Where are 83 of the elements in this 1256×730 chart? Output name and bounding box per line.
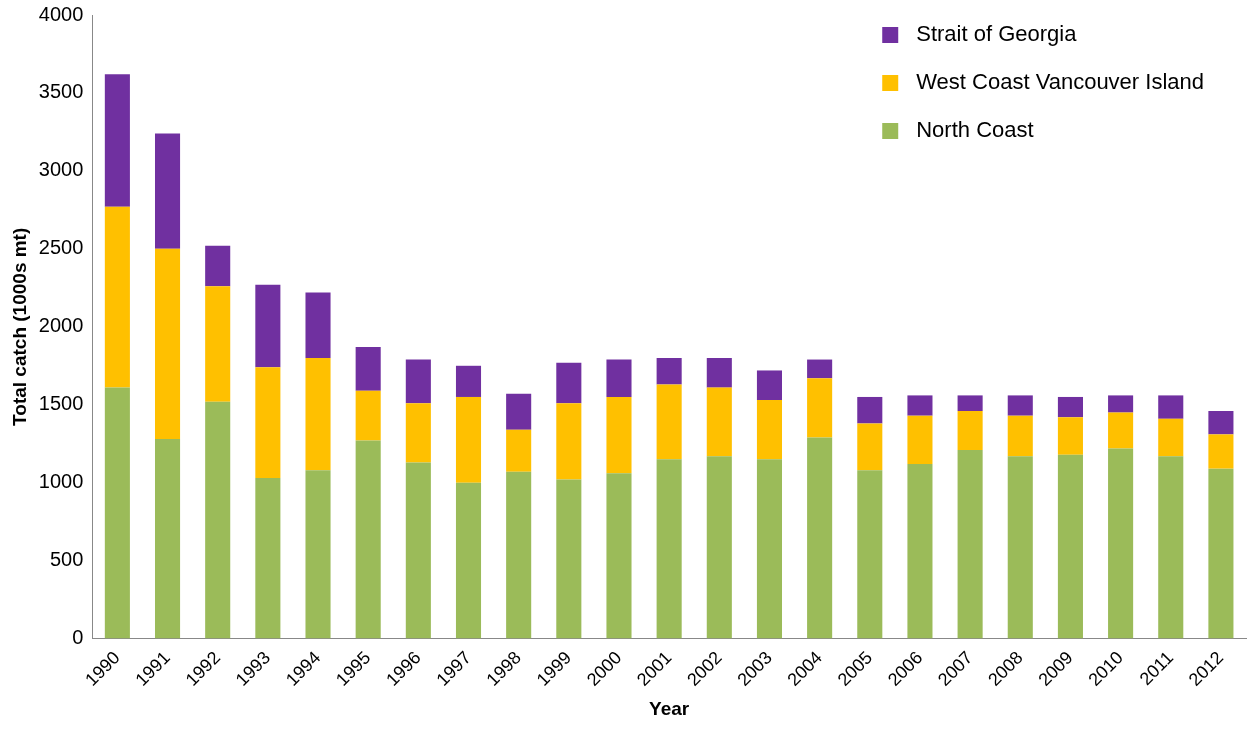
- bar: [606, 359, 632, 397]
- bar: [205, 401, 231, 639]
- bar: [255, 284, 281, 368]
- bar: [556, 479, 582, 639]
- bar: [1208, 410, 1234, 435]
- bar: [1158, 456, 1184, 639]
- bar: [957, 395, 983, 411]
- bar: [1108, 395, 1134, 413]
- bar: [355, 440, 381, 639]
- bar: [1007, 395, 1033, 416]
- bar: [606, 396, 632, 474]
- bar: [957, 449, 983, 639]
- y-tick-label: 3000: [38, 158, 84, 181]
- bar: [455, 396, 482, 483]
- bar: [857, 470, 883, 639]
- bar: [907, 395, 933, 416]
- y-axis-title: Total catch (1000s mt): [8, 227, 30, 426]
- y-tick-label: 4000: [38, 2, 84, 25]
- y-tick-label: 1500: [38, 392, 84, 415]
- y-tick-label: 2000: [38, 314, 84, 337]
- bar: [305, 292, 331, 358]
- bar: [1057, 454, 1083, 639]
- bar: [1057, 417, 1083, 455]
- bar: [1208, 468, 1234, 639]
- bar: [957, 410, 983, 450]
- bar: [1108, 412, 1134, 449]
- bar: [1158, 418, 1184, 457]
- bar: [104, 387, 130, 639]
- bar: [756, 370, 783, 401]
- bar: [656, 459, 682, 639]
- bar: [154, 439, 181, 639]
- bar: [907, 464, 933, 639]
- bar: [807, 378, 833, 438]
- bar: [706, 357, 732, 388]
- bar: [1158, 395, 1184, 419]
- x-axis-title: Year: [649, 697, 690, 719]
- y-tick-label: 3500: [38, 80, 84, 103]
- bar: [706, 456, 732, 639]
- bar: [706, 387, 732, 457]
- bar: [556, 362, 582, 404]
- bar: [405, 462, 431, 639]
- bar: [857, 423, 883, 471]
- bar: [405, 359, 431, 404]
- bar: [1007, 415, 1033, 457]
- bar: [104, 206, 130, 388]
- bar: [305, 470, 331, 639]
- y-tick-label: 2500: [38, 236, 84, 259]
- bar: [857, 396, 883, 424]
- bar: [455, 365, 482, 397]
- legend-label: Strait of Georgia: [916, 21, 1078, 47]
- bar: [506, 393, 532, 430]
- bar: [355, 390, 381, 441]
- bar: [1108, 448, 1134, 639]
- bar: [807, 437, 833, 639]
- bar: [506, 471, 532, 639]
- bar: [756, 459, 783, 639]
- bar: [355, 347, 381, 391]
- bar: [1208, 434, 1234, 469]
- bar: [1007, 456, 1033, 639]
- legend-label: North Coast: [916, 117, 1034, 143]
- bar: [205, 245, 231, 287]
- bar: [305, 357, 331, 471]
- bar: [255, 367, 281, 479]
- bar: [606, 473, 632, 639]
- bar: [807, 359, 833, 379]
- bar: [756, 400, 783, 460]
- bar: [154, 133, 181, 249]
- bar: [656, 384, 682, 460]
- bar: [1057, 396, 1083, 418]
- y-tick-label: 500: [49, 548, 84, 571]
- bar: [154, 248, 181, 440]
- bar: [455, 482, 482, 639]
- bar: [907, 415, 933, 464]
- y-tick-label: 1000: [38, 470, 84, 493]
- bar: [656, 357, 682, 385]
- legend-label: West Coast Vancouver Island: [916, 69, 1205, 95]
- bar: [556, 403, 582, 480]
- bar: [104, 74, 130, 207]
- y-tick-label: 0: [72, 626, 84, 649]
- bar: [405, 403, 431, 463]
- bar: [255, 478, 281, 639]
- bar: [506, 429, 532, 472]
- bar: [205, 286, 231, 402]
